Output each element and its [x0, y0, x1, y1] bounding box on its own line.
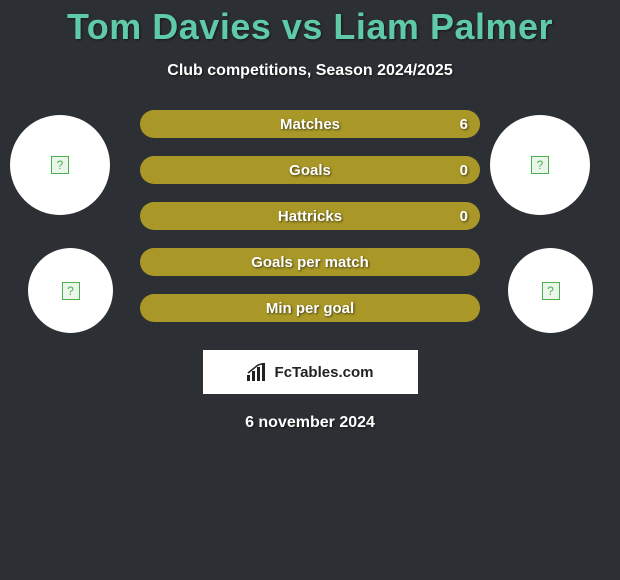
page-title: Tom Davies vs Liam Palmer — [0, 0, 620, 48]
watermark: FcTables.com — [203, 350, 418, 394]
stat-label: Min per goal — [266, 300, 354, 317]
stat-label: Matches — [280, 116, 340, 133]
avatar-club2: ? — [508, 248, 593, 333]
footer-date: 6 november 2024 — [0, 414, 620, 432]
stat-label: Hattricks — [278, 208, 342, 225]
avatar-player2: ? — [490, 115, 590, 215]
stat-value-right: 6 — [460, 116, 468, 133]
stat-row-hattricks: Hattricks 0 — [140, 202, 480, 230]
broken-image-icon: ? — [62, 282, 80, 300]
stat-row-goals: Goals 0 — [140, 156, 480, 184]
stat-bars: Matches 6 Goals 0 Hattricks 0 Goals per … — [140, 110, 480, 340]
stat-row-goals-per-match: Goals per match — [140, 248, 480, 276]
stat-label: Goals — [289, 162, 331, 179]
watermark-text: FcTables.com — [275, 364, 374, 381]
comparison-area: ? ? ? ? Matches 6 Goals 0 Hattricks 0 Go… — [0, 110, 620, 340]
stat-value-right: 0 — [460, 162, 468, 179]
chart-icon — [247, 363, 269, 381]
broken-image-icon: ? — [531, 156, 549, 174]
broken-image-icon: ? — [542, 282, 560, 300]
stat-value-right: 0 — [460, 208, 468, 225]
avatar-club1: ? — [28, 248, 113, 333]
broken-image-icon: ? — [51, 156, 69, 174]
stat-row-matches: Matches 6 — [140, 110, 480, 138]
page-subtitle: Club competitions, Season 2024/2025 — [0, 62, 620, 80]
avatar-player1: ? — [10, 115, 110, 215]
stat-label: Goals per match — [251, 254, 369, 271]
stat-row-min-per-goal: Min per goal — [140, 294, 480, 322]
